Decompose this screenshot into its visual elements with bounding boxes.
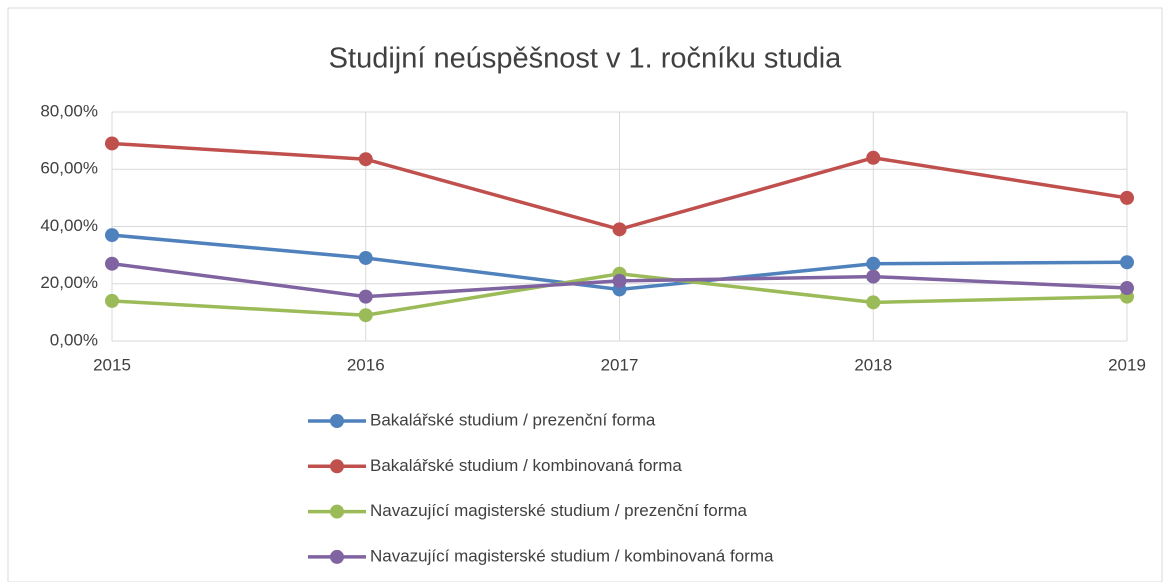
point bbox=[358, 250, 373, 265]
point bbox=[1120, 255, 1134, 270]
legend-label: Navazující magisterské studium / prezenč… bbox=[370, 501, 748, 520]
chart-title: Studijní neúspěšnost v 1. ročníku studia bbox=[329, 43, 843, 75]
legend-label: Navazující magisterské studium / kombino… bbox=[370, 546, 774, 565]
point bbox=[612, 273, 627, 288]
legend-label: Bakalářské studium / kombinovaná forma bbox=[370, 456, 682, 475]
point bbox=[1120, 281, 1134, 296]
point bbox=[1120, 190, 1134, 205]
point bbox=[866, 295, 881, 310]
point bbox=[866, 269, 881, 284]
x-tick-label: 2019 bbox=[1108, 355, 1146, 374]
legend-marker bbox=[330, 504, 344, 519]
point bbox=[612, 222, 627, 237]
y-tick-label: 20,00% bbox=[40, 273, 98, 292]
legend-label: Bakalářské studium / prezenční forma bbox=[370, 410, 656, 429]
x-tick-label: 2017 bbox=[601, 355, 639, 374]
x-tick-label: 2018 bbox=[854, 355, 892, 374]
point bbox=[105, 293, 119, 308]
y-tick-label: 40,00% bbox=[40, 216, 98, 235]
point bbox=[105, 136, 119, 151]
x-tick-label: 2015 bbox=[93, 355, 131, 374]
x-tick-label: 2016 bbox=[347, 355, 385, 374]
point bbox=[358, 152, 373, 167]
point bbox=[358, 289, 373, 304]
point bbox=[358, 308, 373, 323]
chart-border bbox=[7, 7, 1163, 582]
legend-marker bbox=[330, 459, 344, 474]
y-tick-label: 80,00% bbox=[40, 101, 98, 120]
point bbox=[866, 150, 881, 165]
y-tick-label: 60,00% bbox=[40, 159, 98, 178]
point bbox=[105, 228, 119, 243]
y-tick-label: 0,00% bbox=[50, 330, 98, 349]
legend-marker bbox=[330, 414, 344, 428]
point bbox=[105, 256, 119, 271]
legend-marker bbox=[330, 549, 344, 564]
point bbox=[866, 256, 881, 271]
